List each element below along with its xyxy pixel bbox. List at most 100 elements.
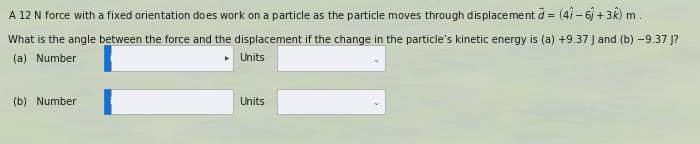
Circle shape <box>396 10 410 13</box>
Circle shape <box>315 62 351 70</box>
Circle shape <box>214 125 307 144</box>
Circle shape <box>432 13 531 34</box>
Circle shape <box>118 43 178 56</box>
Circle shape <box>506 122 617 144</box>
Circle shape <box>160 0 226 9</box>
Circle shape <box>249 126 316 140</box>
Circle shape <box>212 19 239 25</box>
Circle shape <box>90 107 192 128</box>
Circle shape <box>408 93 516 115</box>
Circle shape <box>592 97 677 114</box>
Circle shape <box>50 9 78 15</box>
Circle shape <box>522 128 559 135</box>
Text: ⌄: ⌄ <box>372 55 379 64</box>
Circle shape <box>624 131 665 139</box>
Circle shape <box>601 106 676 121</box>
Circle shape <box>216 71 300 88</box>
Circle shape <box>137 80 172 87</box>
Circle shape <box>422 102 529 124</box>
FancyBboxPatch shape <box>111 45 233 71</box>
Circle shape <box>51 88 92 96</box>
Circle shape <box>435 76 542 98</box>
Text: A 12 N force with a fixed orientation does work on a particle as the particle mo: A 12 N force with a fixed orientation do… <box>8 6 643 24</box>
Circle shape <box>352 49 433 65</box>
Circle shape <box>442 117 482 125</box>
Circle shape <box>567 19 634 33</box>
Circle shape <box>630 0 700 14</box>
Circle shape <box>341 135 370 141</box>
Circle shape <box>546 100 580 107</box>
Circle shape <box>300 80 368 94</box>
Circle shape <box>0 93 40 109</box>
Circle shape <box>240 120 295 131</box>
Circle shape <box>182 73 200 77</box>
Circle shape <box>160 91 193 97</box>
Circle shape <box>27 105 57 111</box>
Circle shape <box>0 53 68 71</box>
Circle shape <box>653 48 700 62</box>
Circle shape <box>463 77 501 85</box>
Circle shape <box>631 116 690 129</box>
FancyBboxPatch shape <box>276 45 385 71</box>
Circle shape <box>61 0 129 12</box>
Circle shape <box>482 111 551 125</box>
Circle shape <box>572 43 655 60</box>
Circle shape <box>20 18 76 29</box>
Circle shape <box>105 35 127 40</box>
Circle shape <box>454 52 526 67</box>
Circle shape <box>246 0 354 16</box>
Circle shape <box>465 43 500 50</box>
Circle shape <box>685 63 700 68</box>
Circle shape <box>454 10 538 27</box>
Circle shape <box>315 1 347 8</box>
Circle shape <box>613 105 629 108</box>
Circle shape <box>482 19 556 34</box>
Circle shape <box>340 38 414 53</box>
Circle shape <box>9 28 64 39</box>
Circle shape <box>146 106 207 119</box>
Circle shape <box>76 2 92 5</box>
Circle shape <box>0 0 42 15</box>
Circle shape <box>437 0 524 10</box>
Circle shape <box>582 9 691 32</box>
Circle shape <box>589 46 689 66</box>
Circle shape <box>332 26 397 39</box>
Text: i: i <box>110 97 113 106</box>
Circle shape <box>385 0 452 9</box>
Circle shape <box>526 115 625 135</box>
Circle shape <box>60 125 159 144</box>
Circle shape <box>139 22 200 35</box>
Circle shape <box>136 100 219 117</box>
Circle shape <box>341 42 386 51</box>
Circle shape <box>243 118 313 132</box>
Circle shape <box>32 41 121 59</box>
Circle shape <box>3 82 109 104</box>
Circle shape <box>160 4 248 22</box>
Circle shape <box>525 17 626 38</box>
Circle shape <box>358 85 377 88</box>
Circle shape <box>185 16 209 21</box>
Text: ▶: ▶ <box>225 56 230 61</box>
Circle shape <box>343 57 432 75</box>
Circle shape <box>534 65 644 87</box>
Circle shape <box>82 82 169 100</box>
Circle shape <box>223 117 254 123</box>
Circle shape <box>641 107 700 126</box>
Circle shape <box>618 135 679 144</box>
Circle shape <box>520 48 582 60</box>
Circle shape <box>0 5 62 24</box>
Circle shape <box>319 118 365 127</box>
Circle shape <box>663 54 699 61</box>
Circle shape <box>321 113 351 119</box>
Text: ⌄: ⌄ <box>372 98 379 107</box>
Circle shape <box>601 108 636 115</box>
Circle shape <box>0 11 90 34</box>
Circle shape <box>544 27 615 41</box>
Circle shape <box>337 127 418 144</box>
Circle shape <box>462 40 559 60</box>
Circle shape <box>391 101 500 123</box>
Circle shape <box>370 97 438 112</box>
Text: Units: Units <box>239 96 265 107</box>
Circle shape <box>608 17 625 20</box>
Circle shape <box>328 58 426 78</box>
